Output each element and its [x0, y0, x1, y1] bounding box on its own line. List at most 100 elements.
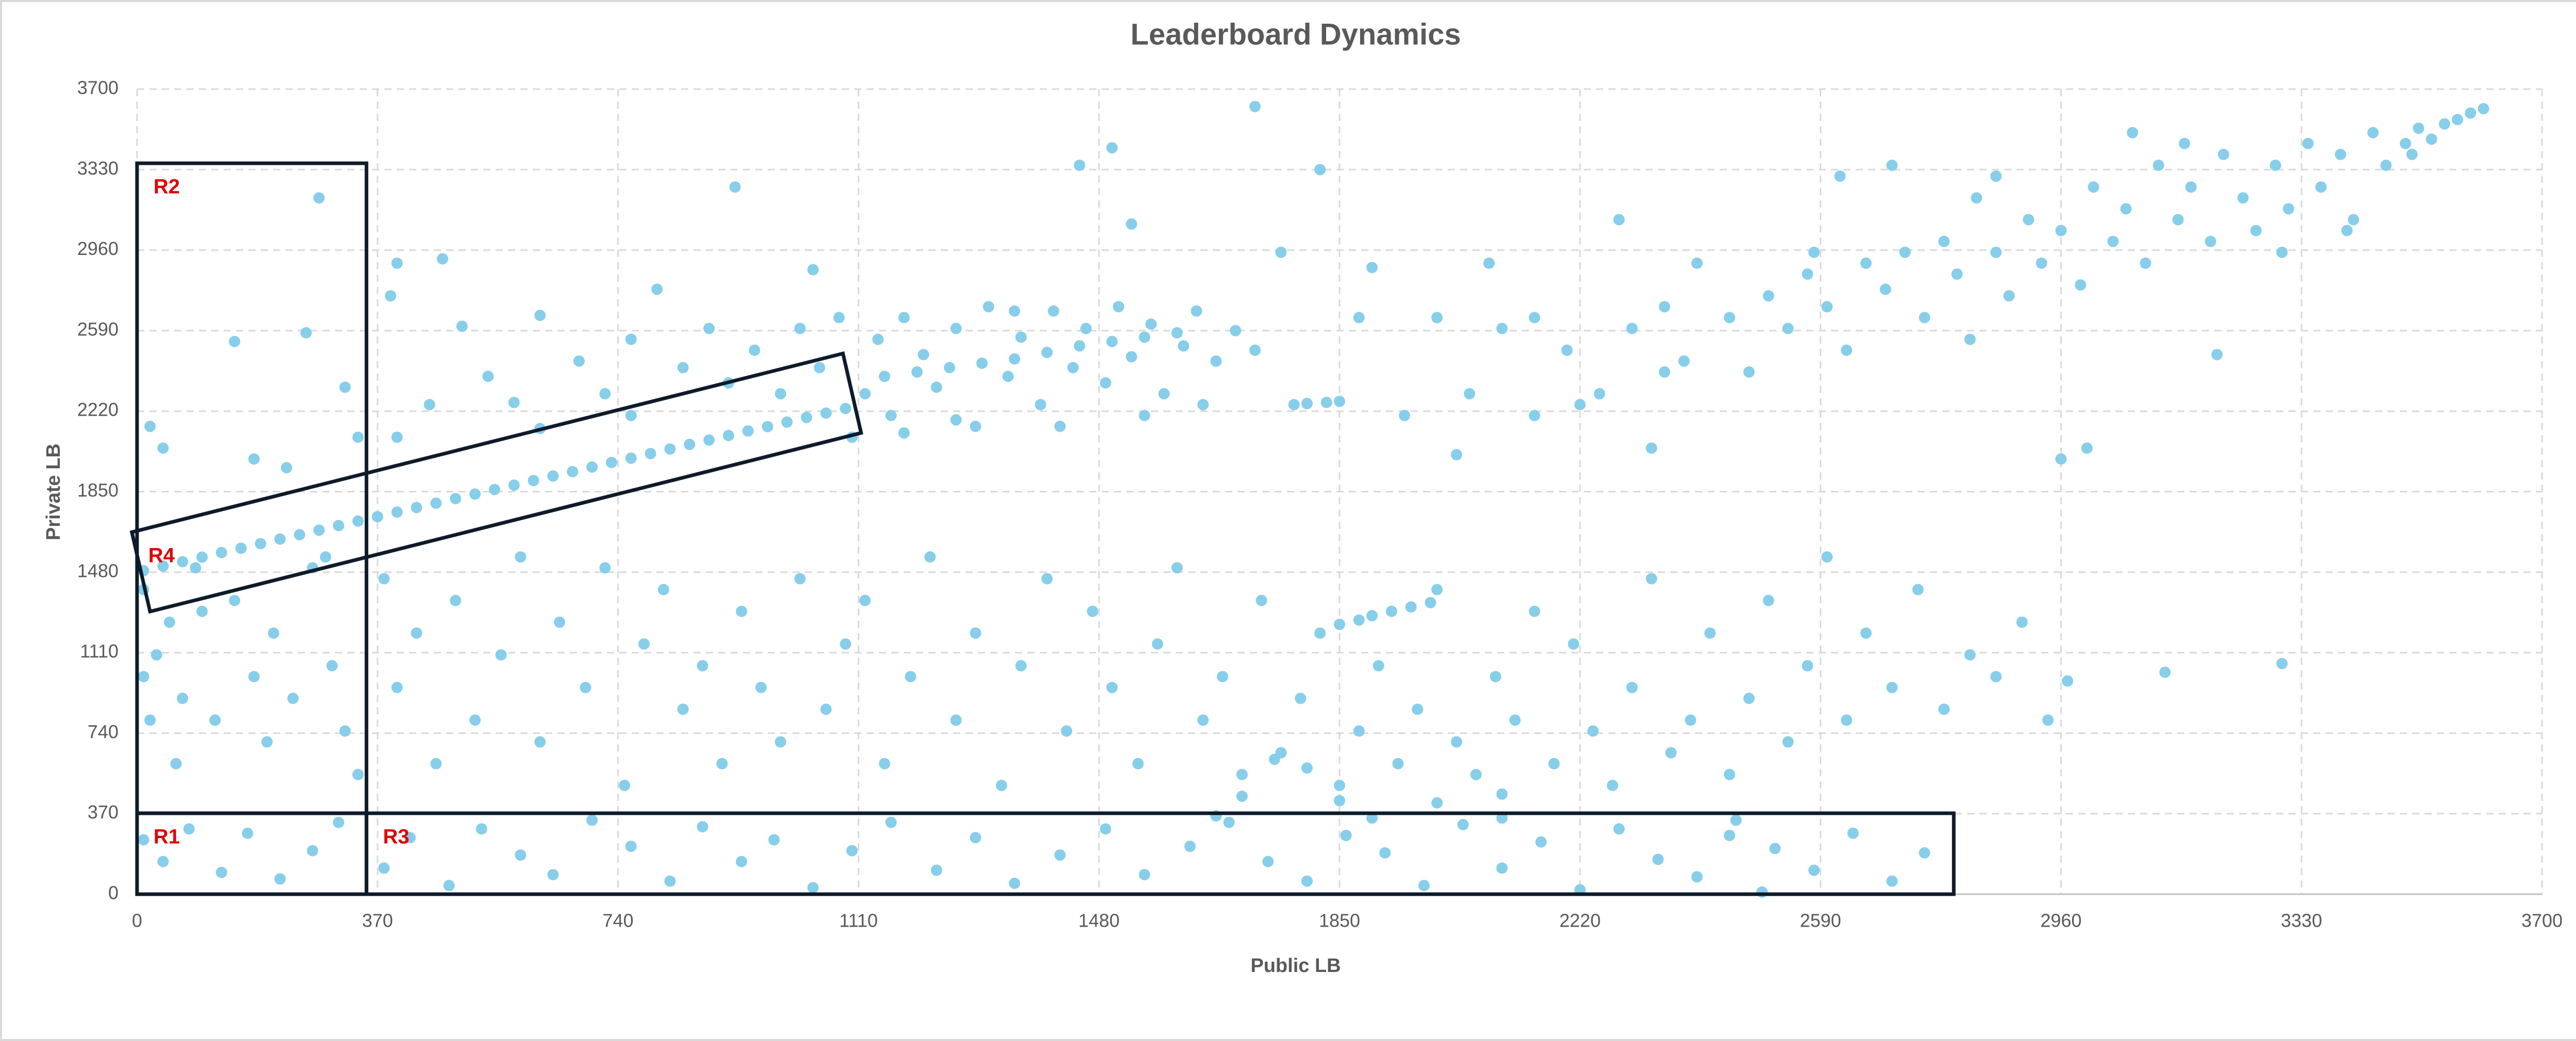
point — [2127, 127, 2139, 139]
point — [2269, 159, 2281, 171]
point — [878, 758, 890, 770]
point — [775, 388, 787, 400]
point — [736, 856, 748, 867]
point — [190, 562, 201, 574]
point — [1802, 660, 1814, 672]
point — [703, 322, 715, 334]
point — [930, 381, 942, 393]
region-box — [129, 351, 863, 614]
point — [1158, 388, 1170, 400]
x-tick-label: 3700 — [2521, 910, 2563, 931]
point — [1139, 409, 1150, 421]
point — [1074, 159, 1086, 171]
point — [261, 736, 273, 748]
point — [586, 814, 598, 826]
point — [436, 253, 448, 265]
point — [2341, 225, 2353, 236]
point — [2334, 148, 2346, 160]
point — [404, 832, 416, 844]
y-tick-label: 2960 — [77, 238, 118, 259]
point — [885, 409, 897, 421]
point — [456, 320, 468, 332]
point — [2406, 148, 2418, 160]
point — [970, 832, 981, 844]
point — [183, 823, 195, 835]
point — [1431, 312, 1443, 323]
point — [1626, 681, 1638, 693]
point — [2348, 214, 2360, 226]
point — [515, 849, 527, 861]
point — [625, 333, 637, 345]
point — [911, 366, 923, 378]
point — [859, 594, 871, 606]
point — [1529, 312, 1540, 323]
point — [1990, 170, 2002, 182]
point — [2413, 123, 2425, 134]
point — [196, 551, 208, 563]
point — [1015, 660, 1027, 672]
chart-title: Leaderboard Dynamics — [1130, 18, 1461, 51]
point — [1509, 714, 1521, 726]
point — [423, 399, 435, 411]
region-box — [135, 161, 368, 815]
point — [1561, 344, 1573, 356]
point — [1496, 788, 1508, 800]
point — [1496, 862, 1508, 874]
x-tick-label: 3330 — [2281, 910, 2322, 931]
point — [313, 192, 325, 204]
point — [970, 420, 981, 432]
point — [378, 573, 390, 585]
point — [138, 671, 149, 682]
point — [1425, 596, 1436, 608]
point — [2315, 181, 2327, 193]
point — [170, 758, 182, 770]
point — [684, 438, 696, 450]
point — [2276, 246, 2288, 258]
point — [840, 638, 852, 650]
point — [515, 551, 527, 563]
x-tick-label: 1110 — [839, 910, 878, 931]
point — [216, 866, 228, 878]
point — [1399, 409, 1411, 421]
point — [1171, 327, 1183, 339]
point — [488, 484, 500, 496]
point — [1860, 257, 1872, 269]
point — [1990, 671, 2002, 682]
point — [1821, 301, 1833, 313]
point — [729, 181, 741, 193]
point — [878, 370, 890, 382]
point — [2302, 138, 2314, 149]
point — [1535, 836, 1547, 848]
point — [1919, 847, 1930, 859]
point — [645, 448, 656, 459]
point — [918, 349, 929, 361]
point — [1899, 246, 1911, 258]
point — [898, 427, 910, 439]
point — [391, 506, 403, 518]
point — [1594, 388, 1605, 400]
point — [1860, 627, 1872, 639]
point — [950, 414, 962, 426]
point — [1704, 627, 1716, 639]
point — [1548, 758, 1560, 770]
point — [196, 605, 208, 617]
point — [2380, 159, 2392, 171]
point — [898, 312, 910, 323]
point — [2400, 138, 2412, 149]
point — [697, 821, 708, 833]
point — [430, 497, 442, 509]
point — [1320, 397, 1332, 408]
point — [1723, 769, 1735, 780]
point — [1249, 100, 1261, 112]
point — [177, 556, 189, 568]
point — [1295, 692, 1307, 704]
point — [2055, 225, 2067, 236]
point — [1366, 262, 1378, 274]
point — [1216, 671, 1228, 682]
point — [2478, 103, 2489, 115]
region-label: R2 — [154, 176, 180, 198]
point — [781, 416, 793, 428]
point — [2179, 138, 2191, 149]
point — [1496, 812, 1508, 824]
